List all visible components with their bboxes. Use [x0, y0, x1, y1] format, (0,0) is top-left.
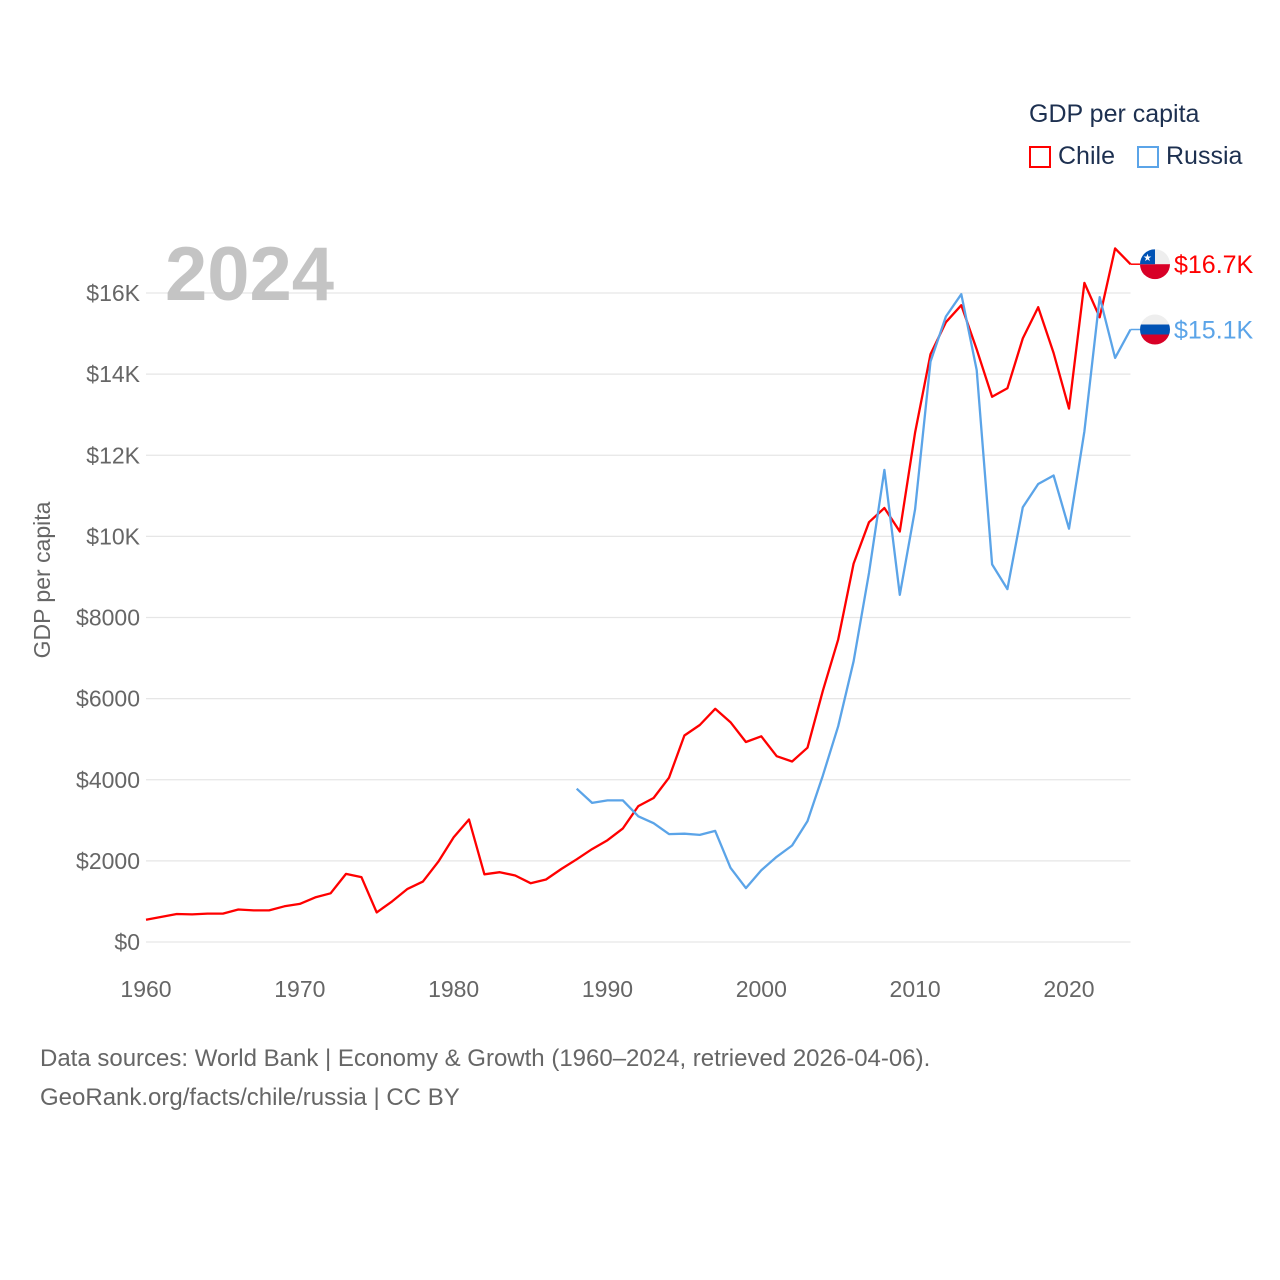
- russia-flag-icon: [1140, 314, 1170, 345]
- x-tick-label: 2000: [736, 976, 787, 1002]
- y-tick-label: $0: [114, 929, 140, 955]
- svg-text:★: ★: [1143, 253, 1152, 264]
- y-tick-label: $4000: [76, 767, 140, 793]
- legend-title: GDP per capita: [1029, 100, 1200, 128]
- legend-label: Russia: [1166, 142, 1243, 170]
- legend-item-chile[interactable]: Chile: [1029, 142, 1115, 171]
- x-tick-label: 1970: [274, 976, 325, 1002]
- end-value-label: $15.1K: [1174, 317, 1254, 345]
- footer-sources: Data sources: World Bank | Economy & Gro…: [40, 1045, 931, 1072]
- footer-attribution[interactable]: GeoRank.org/facts/chile/russia | CC BY: [40, 1084, 460, 1111]
- x-tick-label: 1990: [582, 976, 633, 1002]
- x-tick-label: 2010: [890, 976, 941, 1002]
- y-tick-label: $12K: [86, 442, 140, 468]
- y-tick-label: $6000: [76, 686, 140, 712]
- legend-item-russia[interactable]: Russia: [1137, 142, 1242, 171]
- y-axis-label: GDP per capita: [29, 501, 55, 658]
- y-tick-label: $14K: [86, 361, 140, 387]
- y-tick-label: $8000: [76, 605, 140, 631]
- year-label: 2024: [165, 232, 334, 317]
- y-tick-label: $2000: [76, 848, 140, 874]
- y-tick-label: $16K: [86, 280, 140, 306]
- x-tick-label: 2020: [1043, 976, 1094, 1002]
- y-tick-label: $10K: [86, 523, 140, 549]
- series-line-russia[interactable]: [575, 293, 1132, 890]
- x-tick-label: 1960: [120, 976, 171, 1002]
- end-value-label: $16.7K: [1174, 251, 1254, 279]
- series-line-chile[interactable]: [145, 247, 1132, 921]
- chile-flag-icon: ★: [1140, 249, 1170, 280]
- legend-swatch-russia: [1137, 145, 1159, 168]
- legend-swatch-chile: [1029, 145, 1051, 168]
- x-tick-label: 1980: [428, 976, 479, 1002]
- legend-label: Chile: [1058, 142, 1115, 170]
